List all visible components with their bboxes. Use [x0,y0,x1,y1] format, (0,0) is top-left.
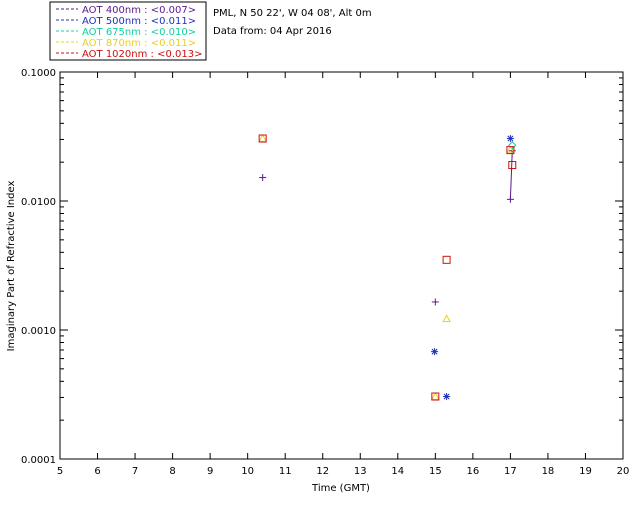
x-tick-label: 13 [354,466,367,477]
legend-entry: AOT 500nm : <0.011> [82,16,196,27]
x-tick-label: 11 [279,466,292,477]
x-tick-label: 16 [466,466,479,477]
plus-marker [431,298,439,306]
square-marker [442,255,451,264]
y-tick-label: 0.0001 [21,455,56,466]
plus-marker [259,174,267,182]
y-tick-label: 0.1000 [21,68,56,79]
date-info: Data from: 04 Apr 2016 [213,26,332,37]
triangle-marker [258,133,268,142]
x-tick-label: 14 [391,466,404,477]
y-tick-label: 0.0100 [21,197,56,208]
square-marker [431,392,440,401]
diamond-marker [508,141,517,150]
series-2 [508,141,517,150]
series-3 [258,133,515,400]
x-tick-label: 8 [169,466,175,477]
series-1 [431,135,514,401]
asterisk-marker [431,348,439,356]
x-tick-label: 15 [429,466,442,477]
triangle-marker [506,145,515,154]
triangle-marker [430,391,440,400]
square-marker [508,161,517,170]
legend-entry: AOT 400nm : <0.007> [82,5,196,16]
x-tick-label: 19 [579,466,592,477]
x-tick-label: 7 [132,466,138,477]
y-tick-label: 0.0010 [21,326,56,337]
legend-entry: AOT 870nm : <0.011> [82,38,196,49]
asterisk-marker [443,393,451,401]
legend-entry: AOT 675nm : <0.010> [82,27,196,38]
series-line [509,150,513,200]
series-4 [258,134,517,401]
y-axis-label: Imaginary Part of Refractive Index [6,181,17,352]
square-marker [258,134,267,143]
triangle-marker [442,314,451,323]
square-marker [506,146,515,155]
x-tick-label: 12 [316,466,329,477]
x-tick-label: 5 [57,466,63,477]
plot-frame [59,71,624,460]
legend: AOT 400nm : <0.007>AOT 500nm : <0.011>AO… [49,1,207,61]
x-axis: 5 6 7 8 9 10 11 12 13 14 15 16 17 18 19 20 [57,72,630,477]
y-axis: 0.0001 0.0010 0.0100 0.1000 [21,68,623,466]
x-tick-label: 20 [617,466,630,477]
x-tick-label: 17 [504,466,517,477]
x-tick-label: 18 [542,466,555,477]
x-axis-label: Time (GMT) [311,483,370,494]
asterisk-marker [506,135,514,143]
x-tick-label: 6 [94,466,100,477]
data-series [258,133,517,401]
plus-marker [506,195,514,203]
x-tick-label: 10 [241,466,254,477]
x-tick-label: 9 [207,466,213,477]
legend-entry: AOT 1020nm : <0.013> [82,49,202,60]
location-info: PML, N 50 22', W 04 08', Alt 0m [213,8,372,19]
